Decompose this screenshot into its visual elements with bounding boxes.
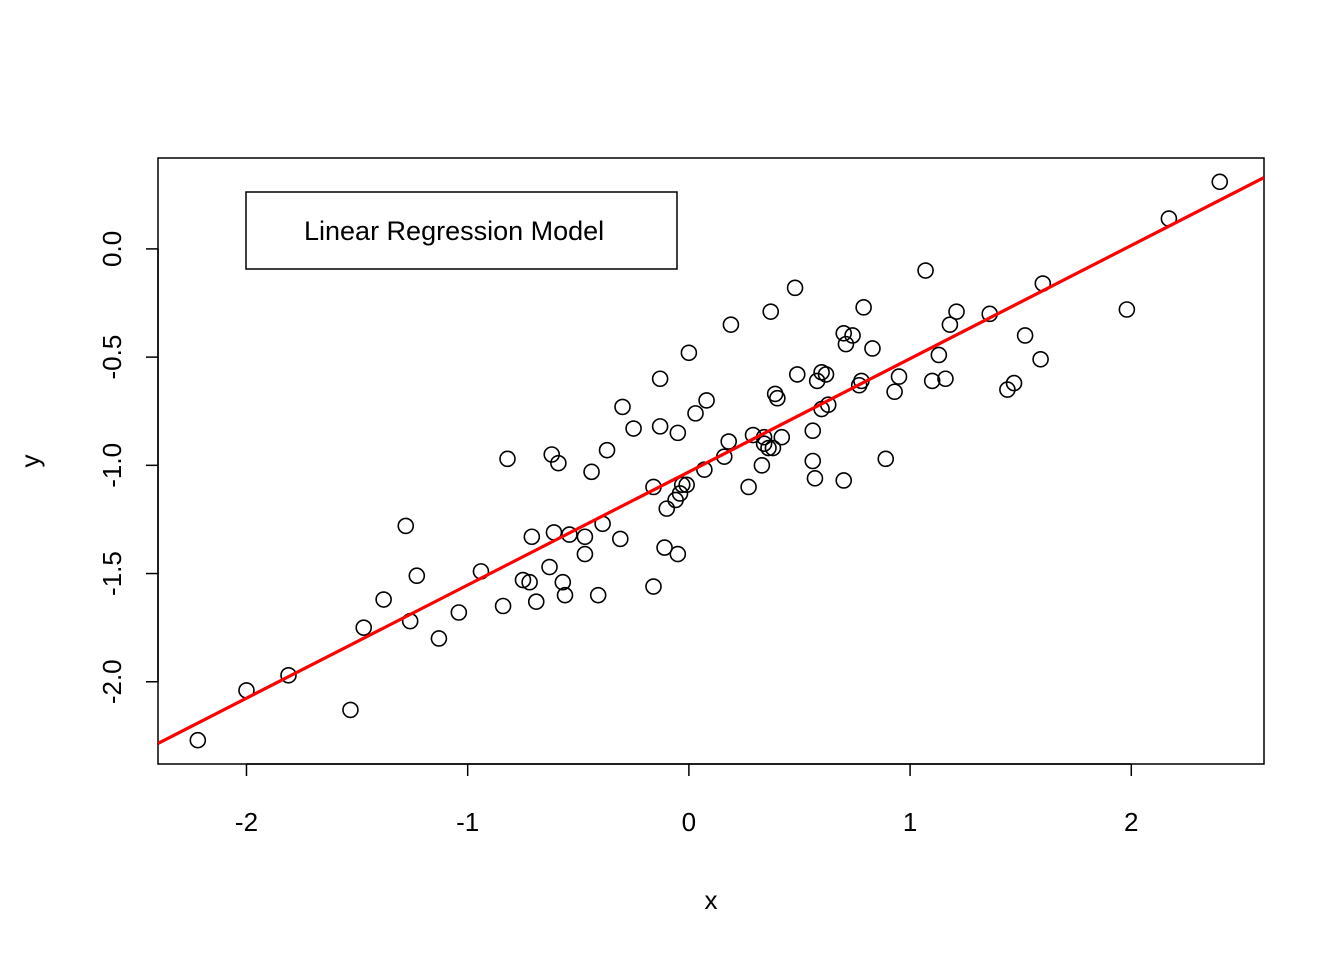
data-point: [740, 478, 757, 496]
data-point: [930, 346, 948, 364]
legend: Linear Regression Model: [245, 191, 678, 270]
data-point: [430, 630, 448, 647]
data-point: [698, 392, 715, 409]
data-point: [589, 586, 607, 604]
data-point: [1016, 327, 1034, 344]
data-point: [753, 457, 771, 474]
data-point: [808, 372, 826, 390]
data-point: [521, 573, 538, 591]
data-point: [514, 571, 532, 589]
data-point: [835, 325, 853, 342]
regression-line: [158, 176, 1264, 745]
data-point: [554, 573, 572, 591]
data-point: [499, 450, 516, 468]
x-tick-label: -2: [235, 807, 258, 837]
data-point: [917, 262, 934, 279]
data-point: [342, 701, 359, 719]
legend-box: [245, 191, 678, 270]
data-point: [788, 366, 806, 383]
y-axis-title: y: [15, 455, 45, 468]
data-point: [375, 591, 392, 608]
data-point: [450, 604, 468, 621]
data-point: [355, 619, 373, 636]
data-point: [189, 731, 207, 749]
data-point: [1032, 350, 1049, 368]
data-point: [651, 370, 669, 388]
data-point: [835, 472, 853, 489]
data-point: [773, 428, 791, 446]
data-point: [890, 368, 908, 385]
data-point: [651, 418, 669, 435]
data-point: [722, 316, 740, 333]
x-tick-label: 0: [682, 807, 696, 837]
data-point: [583, 463, 600, 481]
data-point: [817, 366, 835, 383]
data-point: [1005, 374, 1023, 392]
data-point: [687, 405, 704, 422]
data-point: [678, 476, 695, 494]
data-point: [625, 420, 642, 437]
x-tick-label: 1: [903, 807, 917, 837]
data-point: [612, 530, 629, 548]
data-point: [762, 303, 780, 320]
data-point: [669, 545, 687, 563]
data-point: [645, 578, 662, 595]
data-point: [886, 383, 903, 401]
data-point: [541, 558, 558, 576]
data-point: [614, 398, 631, 416]
x-tick-label: 2: [1124, 807, 1138, 837]
data-point: [937, 370, 954, 388]
data-point: [1118, 301, 1136, 318]
data-point: [769, 389, 786, 407]
data-point: [804, 422, 822, 440]
data-point: [523, 528, 541, 546]
legend-label: Linear Regression Model: [304, 216, 604, 246]
data-point: [755, 435, 773, 452]
y-axis: -2.0 -1.5 -1.0 -0.5 0.0: [97, 231, 159, 704]
x-tick-label: -1: [456, 807, 479, 837]
data-point: [844, 327, 861, 344]
x-axis: -2 -1 0 1 2: [235, 763, 1139, 837]
data-point: [680, 344, 698, 362]
data-point: [855, 299, 872, 316]
y-tick-label: -2.0: [97, 659, 127, 704]
data-point: [941, 316, 959, 333]
data-point: [923, 372, 941, 390]
data-point: [1211, 173, 1229, 191]
data-point: [948, 303, 965, 320]
data-point: [786, 279, 804, 297]
data-point: [804, 452, 822, 470]
x-axis-title: x: [705, 885, 718, 915]
data-point: [656, 539, 673, 556]
data-point: [673, 476, 691, 494]
data-point: [877, 450, 895, 468]
data-point: [576, 545, 594, 563]
y-tick-label: 0.0: [97, 231, 127, 267]
data-point: [806, 470, 824, 487]
data-point: [550, 454, 567, 472]
data-point: [760, 439, 777, 457]
y-tick-label: -1.0: [97, 443, 127, 488]
data-point: [280, 666, 297, 684]
y-tick-label: -1.5: [97, 551, 127, 596]
data-point: [397, 517, 415, 535]
data-point: [720, 433, 737, 450]
data-point: [408, 567, 426, 585]
regression-line-layer: [158, 176, 1264, 745]
data-point: [527, 593, 545, 610]
data-point: [494, 597, 512, 615]
data-point: [658, 500, 676, 517]
data-point: [598, 441, 616, 459]
data-point: [864, 340, 881, 357]
data-point: [556, 586, 574, 604]
data-point: [669, 424, 687, 442]
y-tick-label: -0.5: [97, 335, 127, 380]
data-point: [764, 439, 782, 457]
data-point: [576, 528, 594, 546]
